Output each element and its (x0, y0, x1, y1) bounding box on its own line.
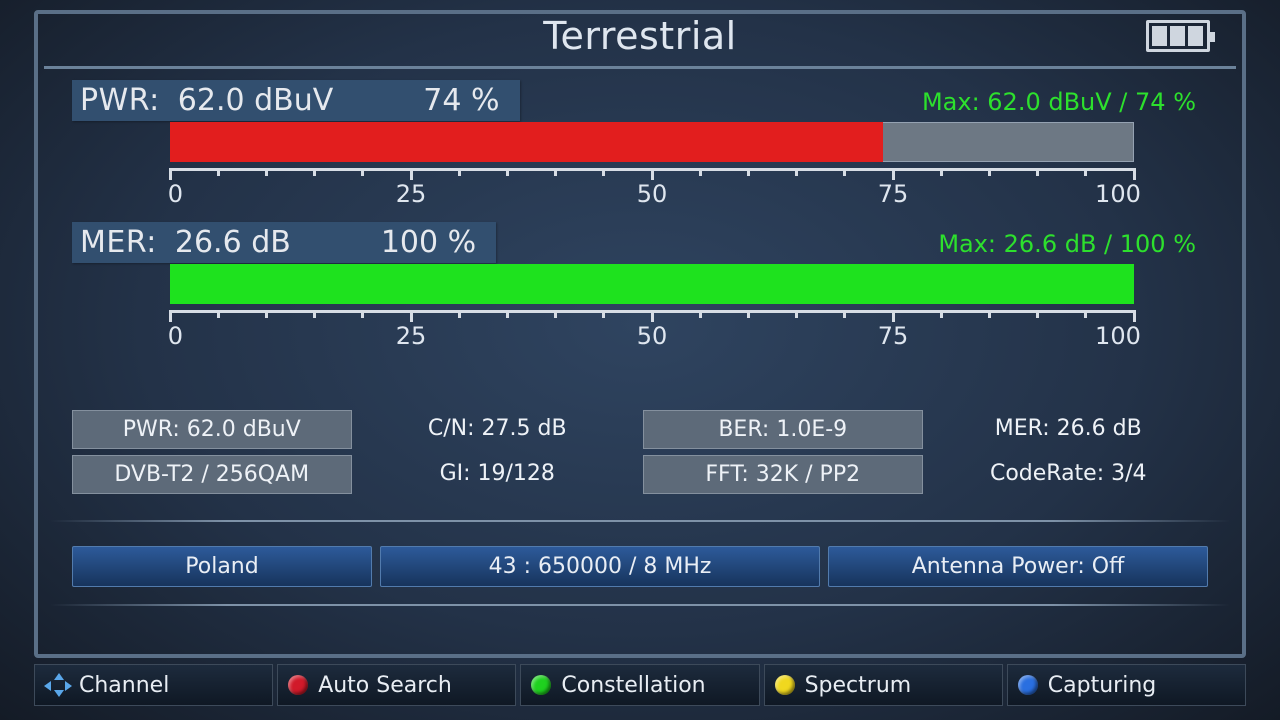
info-mod: DVB-T2 / 256QAM (72, 455, 352, 494)
info-ber: BER: 1.0E-9 (643, 410, 923, 449)
green-dot-icon (531, 675, 551, 695)
footer-channel-button[interactable]: Channel (34, 664, 273, 706)
red-dot-icon (288, 675, 308, 695)
pwr-bar-fill (170, 122, 883, 162)
footer-capturing-button[interactable]: Capturing (1007, 664, 1246, 706)
divider-mid (50, 520, 1230, 522)
divider-bot (50, 604, 1230, 606)
pwr-label: PWR: (80, 83, 160, 118)
info-gi: GI: 19/128 (358, 455, 638, 494)
pwr-bar-track (170, 122, 1134, 162)
pwr-axis: 0255075100 (170, 168, 1134, 208)
mer-readout: MER: 26.6 dB 100 % (72, 222, 496, 263)
info-pwr: PWR: 62.0 dBuV (72, 410, 352, 449)
info-cn: C/N: 27.5 dB (358, 410, 638, 449)
footer-autosearch-label: Auto Search (318, 673, 452, 698)
info-mer: MER: 26.6 dB (929, 410, 1209, 449)
footer-bar: Channel Auto Search Constellation Spectr… (34, 664, 1246, 706)
mer-max: Max: 26.6 dB / 100 % (938, 230, 1196, 258)
mer-label: MER: (80, 225, 157, 260)
info-coderate: CodeRate: 3/4 (929, 455, 1209, 494)
mer-meter: MER: 26.6 dB 100 % Max: 26.6 dB / 100 % … (72, 222, 1208, 350)
footer-channel-label: Channel (79, 673, 169, 698)
yellow-dot-icon (775, 675, 795, 695)
info-fft: FFT: 32K / PP2 (643, 455, 923, 494)
footer-autosearch-button[interactable]: Auto Search (277, 664, 516, 706)
dpad-icon (45, 674, 71, 696)
meters-area: PWR: 62.0 dBuV 74 % Max: 62.0 dBuV / 74 … (72, 80, 1208, 364)
pwr-value: 62.0 dBuV (178, 83, 334, 118)
footer-constellation-button[interactable]: Constellation (520, 664, 759, 706)
mer-bar-fill (170, 264, 1134, 304)
divider-top (44, 66, 1236, 69)
frequency-button[interactable]: 43 : 650000 / 8 MHz (380, 546, 820, 587)
mer-percent: 100 % (381, 225, 476, 260)
screen: Terrestrial PWR: 62.0 dBuV 74 % Max: 62.… (0, 0, 1280, 720)
pwr-max: Max: 62.0 dBuV / 74 % (922, 88, 1196, 116)
pwr-meter: PWR: 62.0 dBuV 74 % Max: 62.0 dBuV / 74 … (72, 80, 1208, 208)
mer-bar-track (170, 264, 1134, 304)
pwr-percent: 74 % (423, 83, 499, 118)
pwr-readout: PWR: 62.0 dBuV 74 % (72, 80, 520, 121)
footer-spectrum-label: Spectrum (805, 673, 912, 698)
footer-capturing-label: Capturing (1048, 673, 1156, 698)
antenna-power-button[interactable]: Antenna Power: Off (828, 546, 1208, 587)
footer-constellation-label: Constellation (561, 673, 705, 698)
status-row: Poland 43 : 650000 / 8 MHz Antenna Power… (72, 546, 1208, 587)
mer-value: 26.6 dB (175, 225, 291, 260)
footer-spectrum-button[interactable]: Spectrum (764, 664, 1003, 706)
country-button[interactable]: Poland (72, 546, 372, 587)
info-grid: PWR: 62.0 dBuV C/N: 27.5 dB BER: 1.0E-9 … (72, 410, 1208, 494)
mer-axis: 0255075100 (170, 310, 1134, 350)
blue-dot-icon (1018, 675, 1038, 695)
